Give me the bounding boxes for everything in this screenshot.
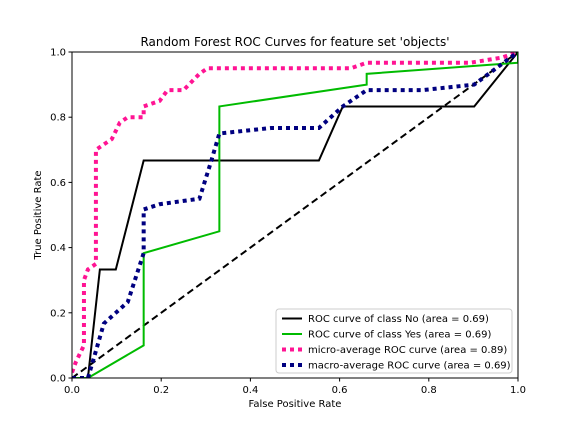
x-tick-label: 0.2 <box>153 385 169 396</box>
roc-line-1 <box>72 52 518 378</box>
y-axis-ticks: 0.0 0.2 0.4 0.6 0.8 1.0 <box>50 48 72 385</box>
series-group <box>72 52 518 378</box>
y-tick-label: 0.6 <box>50 178 66 189</box>
x-tick-label: 0.4 <box>242 385 258 396</box>
y-tick-label: 0.4 <box>50 243 66 254</box>
roc-line-0 <box>72 52 518 378</box>
x-axis-label: False Positive Rate <box>249 399 342 410</box>
y-axis-label: True Positive Rate <box>33 170 44 260</box>
legend-label: macro-average ROC curve (area = 0.69) <box>308 361 511 372</box>
y-tick-label: 0.2 <box>50 308 66 319</box>
x-tick-label: 0.6 <box>332 385 348 396</box>
legend-box <box>275 308 513 374</box>
legend-label: micro-average ROC curve (area = 0.89) <box>308 345 507 356</box>
roc-line-2 <box>72 52 518 374</box>
x-axis-ticks: 0.0 0.2 0.4 0.6 0.8 1.0 <box>64 378 526 396</box>
chance-line <box>72 52 518 378</box>
y-tick-label: 1.0 <box>50 48 66 59</box>
x-tick-label: 1.0 <box>510 385 526 396</box>
y-tick-label: 0.0 <box>50 374 66 385</box>
plot-frame <box>71 51 519 379</box>
x-tick-label: 0.0 <box>64 385 80 396</box>
chart-title: Random Forest ROC Curves for feature set… <box>140 35 449 49</box>
legend-label: ROC curve of class No (area = 0.69) <box>308 314 489 325</box>
y-tick-label: 0.8 <box>50 113 66 124</box>
roc-line-3 <box>72 52 518 378</box>
legend-label: ROC curve of class Yes (area = 0.69) <box>308 330 492 341</box>
x-tick-label: 0.8 <box>421 385 437 396</box>
legend: ROC curve of class No (area = 0.69) ROC c… <box>275 308 513 374</box>
